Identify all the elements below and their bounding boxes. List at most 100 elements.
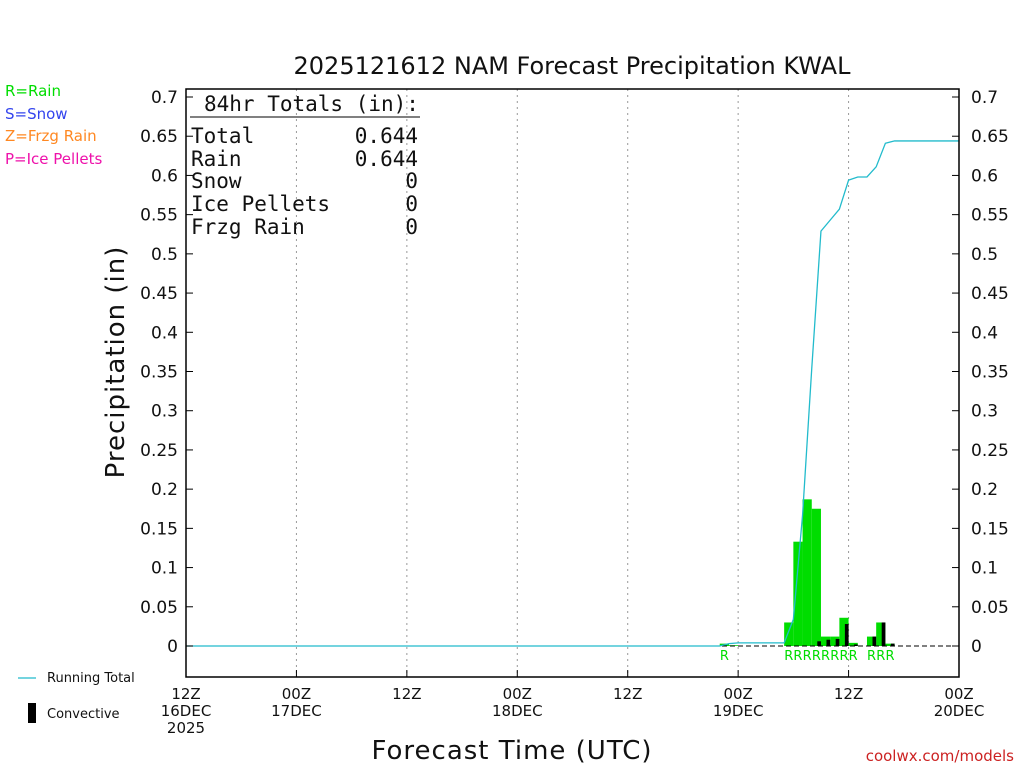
y-tick-label: 0.3	[151, 402, 178, 422]
totals-label-snow: Snow	[191, 169, 242, 193]
y-tick-label: 0.05	[140, 598, 178, 618]
precip-bar	[793, 541, 803, 646]
y-tick-label: 0.2	[151, 480, 178, 500]
ptype-label: R	[720, 649, 729, 664]
ptype-label: R	[812, 649, 821, 664]
y-axis-label: Precipitation (in)	[101, 246, 131, 479]
precip-bar	[866, 636, 877, 646]
x-tick-label: 16DEC	[161, 702, 212, 720]
y-tick-label-right: 0.05	[971, 598, 1009, 618]
credit-text: coolwx.com/models	[866, 747, 1014, 765]
convective-bar	[844, 624, 849, 646]
precip-bar	[848, 642, 858, 646]
precip-bars	[719, 499, 895, 646]
y-tick-label-right: 0.6	[971, 166, 998, 186]
y-tick-label-right: 0	[971, 637, 982, 657]
plot-frame	[185, 88, 960, 678]
y-tick-label-right: 0.55	[971, 206, 1009, 226]
ptype-label: R	[830, 649, 839, 664]
y-tick-label: 0.6	[151, 166, 178, 186]
precip-bar	[784, 622, 794, 646]
precip-bar	[802, 499, 812, 646]
y-tick-label-right: 0.3	[971, 402, 998, 422]
running-total-line	[186, 140, 959, 647]
totals-label-frzg-rain: Frzg Rain	[191, 215, 305, 239]
y-tick-label: 0.5	[151, 245, 178, 265]
y-tick-label-right: 0.45	[971, 284, 1009, 304]
totals-value-snow: 0	[405, 169, 418, 193]
y-tick-label: 0.15	[140, 519, 178, 539]
totals-label-rain: Rain	[191, 147, 242, 171]
vertical-gridlines	[295, 89, 850, 677]
x-tick-label: 17DEC	[271, 702, 322, 720]
ptype-label: R	[867, 649, 876, 664]
y-tick-label-right: 0.15	[971, 519, 1009, 539]
ptype-label: R	[876, 649, 885, 664]
convective-bar	[817, 641, 821, 646]
precip-bar	[839, 617, 849, 646]
totals-label-ice-pellets: Ice Pellets	[191, 192, 330, 216]
legend-rain: R=Rain	[5, 82, 61, 100]
convective-bar	[890, 643, 895, 646]
convective-bar	[835, 638, 840, 646]
totals-box: 84hr Totals (in): Total 0.644 Rain 0.644…	[190, 92, 420, 239]
y-tick-label: 0.7	[151, 88, 178, 108]
x-tick-label: 12Z	[613, 685, 642, 703]
x-tick-label: 18DEC	[492, 702, 543, 720]
y-tick-label-right: 0.7	[971, 88, 998, 108]
precip-bar	[811, 508, 821, 646]
y-tick-label: 0.25	[140, 441, 178, 461]
y-tick-label: 0.45	[140, 284, 178, 304]
ptype-label: R	[793, 649, 802, 664]
convective-bar	[826, 639, 831, 646]
ptype-label: R	[849, 649, 858, 664]
ptype-label: R	[784, 649, 793, 664]
y-tick-label-right: 0.2	[971, 480, 998, 500]
totals-value-total: 0.644	[355, 124, 418, 148]
convective-legend-swatch	[28, 703, 36, 723]
precip-bar	[820, 636, 831, 646]
totals-label-total: Total	[191, 124, 254, 148]
x-tick-label: 2025	[167, 719, 205, 737]
precip-bar	[876, 622, 886, 646]
y-tick-label: 0.4	[151, 323, 178, 343]
x-tick-label: 19DEC	[713, 702, 764, 720]
totals-value-frzg-rain: 0	[405, 215, 418, 239]
legend-frzg-rain: Z=Frzg Rain	[5, 127, 97, 145]
y-tick-label-right: 0.5	[971, 245, 998, 265]
convective-bars	[817, 622, 895, 646]
totals-value-ice-pellets: 0	[405, 192, 418, 216]
x-tick-label: 12Z	[171, 685, 200, 703]
x-tick-label: 00Z	[282, 685, 311, 703]
y-tick-label: 0.55	[140, 206, 178, 226]
ptype-label: R	[839, 649, 848, 664]
convective-bar	[854, 644, 858, 646]
totals-value-rain: 0.644	[355, 147, 418, 171]
x-tick-label: 12Z	[392, 685, 421, 703]
y-tick-label-right: 0.25	[971, 441, 1009, 461]
convective-bar	[881, 622, 886, 646]
precip-bar	[830, 636, 840, 646]
x-tick-label: 00Z	[503, 685, 532, 703]
convective-bar	[872, 636, 877, 646]
y-tick-label-right: 0.1	[971, 559, 998, 579]
ptype-label: R	[821, 649, 830, 664]
chart-title: 2025121612 NAM Forecast Precipitation KW…	[294, 52, 852, 80]
y-tick-label: 0.1	[151, 559, 178, 579]
x-tick-label: 20DEC	[934, 702, 985, 720]
legend-ice-pellets: P=Ice Pellets	[5, 150, 102, 168]
y-tick-label: 0	[167, 637, 178, 657]
y-tick-label-right: 0.35	[971, 363, 1009, 383]
x-tick-label: 12Z	[834, 685, 863, 703]
y-tick-label-right: 0.4	[971, 323, 998, 343]
legend-convective: Convective	[47, 707, 120, 722]
totals-header: 84hr Totals (in):	[204, 92, 419, 116]
y-tick-label-right: 0.65	[971, 127, 1009, 147]
y-axis-right: 0 0.05 0.1 0.15 0.2 0.25 0.3 0.35 0.4 0.45 0.5 0.55…	[952, 88, 1009, 657]
y-tick-label: 0.65	[140, 127, 178, 147]
ptype-label: R	[803, 649, 812, 664]
x-tick-label: 00Z	[944, 685, 973, 703]
